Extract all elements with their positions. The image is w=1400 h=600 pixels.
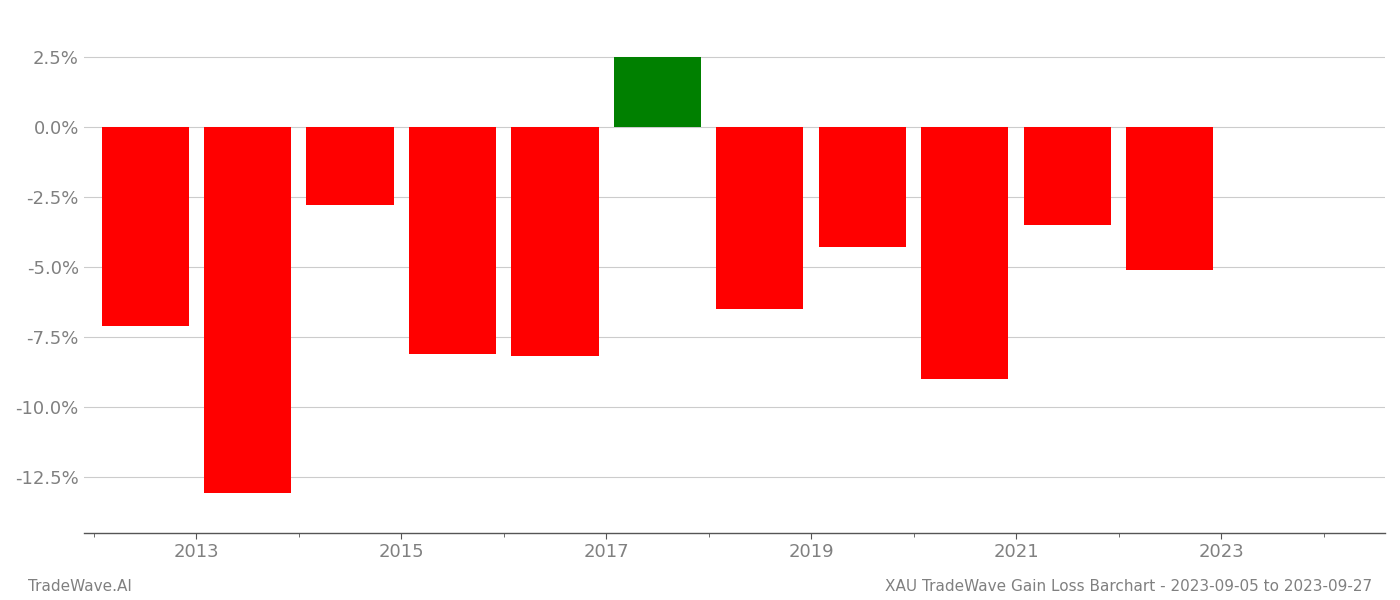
Bar [409, 127, 496, 353]
Bar [307, 127, 393, 205]
Text: TradeWave.AI: TradeWave.AI [28, 579, 132, 594]
Bar [204, 127, 291, 493]
Text: XAU TradeWave Gain Loss Barchart - 2023-09-05 to 2023-09-27: XAU TradeWave Gain Loss Barchart - 2023-… [885, 579, 1372, 594]
Bar [511, 127, 599, 356]
Bar [717, 127, 804, 309]
Bar [1126, 127, 1214, 269]
Bar [102, 127, 189, 326]
Bar [615, 57, 701, 127]
Bar [1023, 127, 1110, 225]
Bar [819, 127, 906, 247]
Bar [921, 127, 1008, 379]
